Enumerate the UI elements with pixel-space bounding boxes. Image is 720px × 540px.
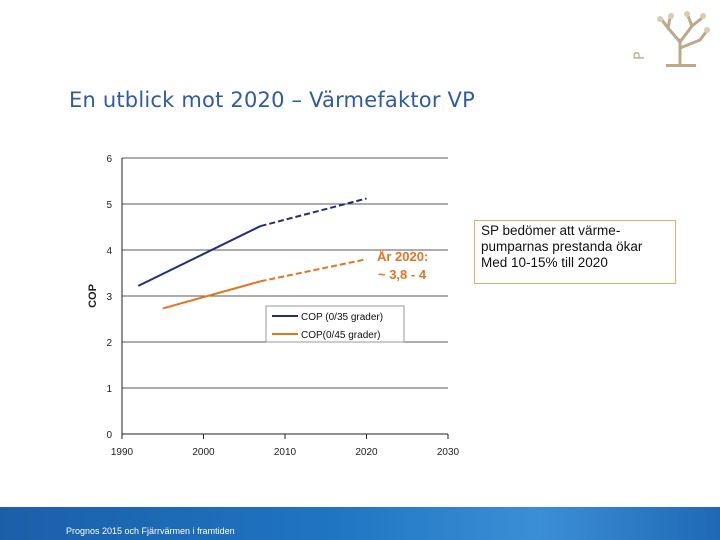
x-tick-label: 2000 (192, 447, 215, 458)
slide-title: En utblick mot 2020 – Värmefaktor VP (69, 88, 475, 112)
x-tick-label: 2020 (355, 447, 378, 458)
y-tick-label: 4 (106, 246, 112, 257)
logo-text: P (632, 52, 648, 60)
series-1-dashed-line (260, 197, 367, 228)
y-tick-label: 2 (106, 338, 112, 349)
y-tick-label: 3 (106, 292, 112, 303)
series-1-solid-line (137, 225, 261, 287)
x-tick-label: 1990 (111, 447, 134, 458)
tree-logo-icon: P (632, 11, 710, 67)
y-tick-label: 0 (106, 430, 112, 441)
y-tick-label: 6 (106, 154, 112, 165)
chart-legend: COP (0/35 grader) COP(0/45 grader) (265, 305, 405, 343)
legend-label-series-1: COP (0/35 grader) (301, 312, 383, 323)
annotation-line-2: ~ 3,8 - 4 (378, 267, 427, 282)
chart-axes (121, 158, 449, 439)
chart-series-lines (137, 197, 367, 310)
x-tick-label: 2030 (437, 447, 460, 458)
chart-tick-labels: 0 1 2 3 4 5 6 1990 2000 2010 2020 2030 (106, 154, 459, 458)
series-2-solid-line (162, 280, 261, 310)
y-axis-label: COP (87, 284, 99, 308)
legend-label-series-2: COP(0/45 grader) (301, 330, 380, 341)
x-tick-label: 2010 (274, 447, 297, 458)
y-tick-label: 1 (106, 384, 112, 395)
annotation-2020: År 2020: ~ 3,8 - 4 (377, 249, 428, 282)
footer-text: Prognos 2015 och Fjärrvärmen i framtiden (66, 526, 235, 536)
footer-bar: Prognos 2015 och Fjärrvärmen i framtiden (0, 507, 720, 540)
series-2-dashed-line (260, 258, 367, 283)
annotation-line-1: År 2020: (377, 249, 428, 264)
callout-box: SP bedömer att värme-pumparnas prestanda… (474, 220, 676, 284)
y-tick-label: 5 (106, 200, 112, 211)
